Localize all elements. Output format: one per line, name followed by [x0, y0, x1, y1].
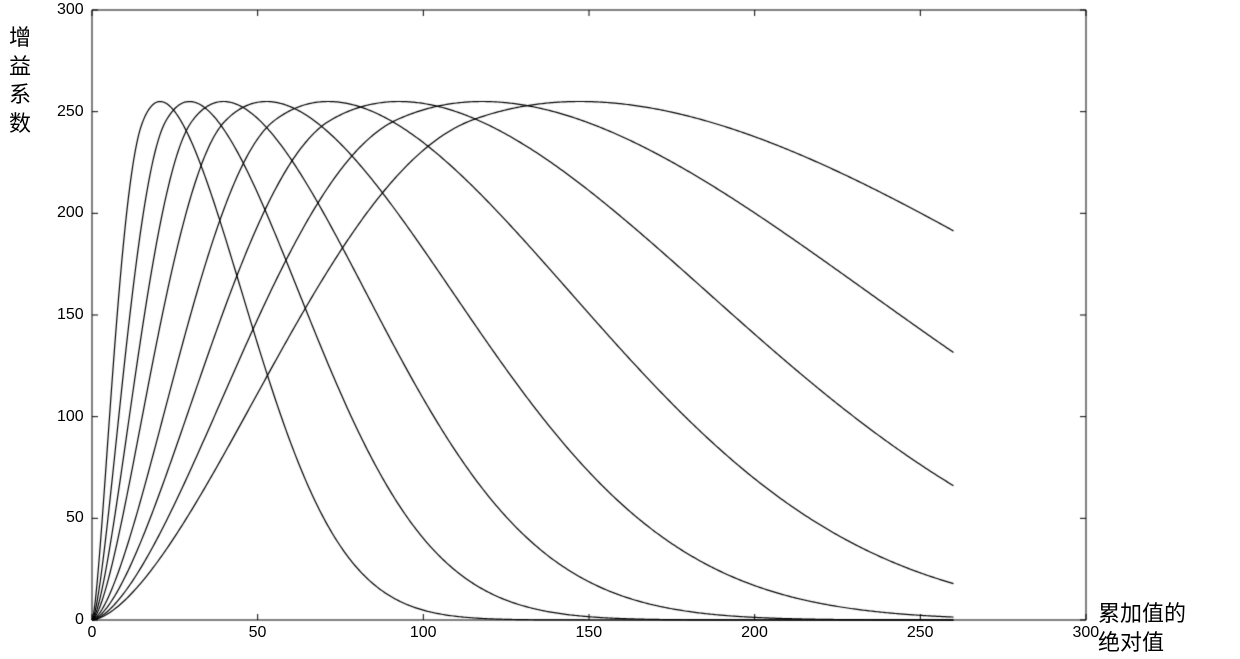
y-tick-label: 0 [75, 611, 84, 629]
x-axis-label: 累加值的 绝对值 [1098, 600, 1186, 657]
x-tick-label: 50 [249, 624, 267, 642]
x-tick-label: 150 [576, 624, 603, 642]
y-tick-label: 150 [57, 306, 84, 324]
x-axis-label-line2: 绝对值 [1098, 629, 1186, 658]
x-tick-label: 300 [1073, 624, 1100, 642]
x-tick-label: 250 [907, 624, 934, 642]
x-axis-label-line1: 累加值的 [1098, 600, 1186, 629]
y-tick-label: 50 [66, 509, 84, 527]
x-tick-label: 100 [410, 624, 437, 642]
x-tick-label: 200 [741, 624, 768, 642]
chart-container: 增益系数 累加值的 绝对值 0 50 100 150 200 250 300 0 50 100 15… [0, 0, 1240, 659]
gain-coefficient-chart [0, 0, 1240, 659]
x-tick-label: 0 [88, 624, 97, 642]
y-axis-label: 增益系数 [6, 24, 34, 138]
y-tick-label: 250 [57, 103, 84, 121]
y-tick-label: 300 [57, 1, 84, 19]
y-axis-label-text: 增益系数 [9, 25, 31, 136]
y-tick-label: 200 [57, 204, 84, 222]
y-tick-label: 100 [57, 408, 84, 426]
